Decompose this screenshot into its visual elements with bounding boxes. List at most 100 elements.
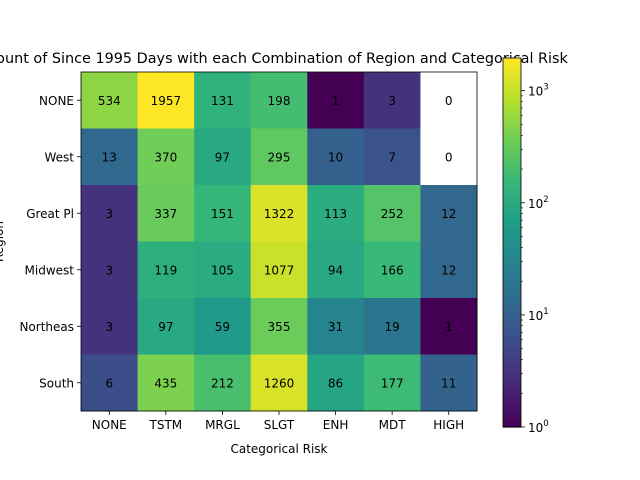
heatmap-cell [363,128,421,186]
colorbar-gradient-band [503,70,521,74]
colorbar-gradient-band [503,122,521,127]
colorbar-gradient-band [503,236,521,241]
colorbar-gradient-band [503,94,521,99]
colorbar-gradient-band [503,101,521,105]
colorbar-gradient-band [503,156,521,161]
colorbar-gradient-band [503,411,521,416]
y-tick-label: Midwest [25,263,75,277]
heatmap-cell [363,185,421,242]
colorbar-gradient-band [503,174,521,179]
cell-value-label: 534 [98,94,121,108]
colorbar-gradient-band [503,187,521,191]
colorbar-gradient-band [503,331,521,336]
colorbar-gradient-band [503,310,521,314]
colorbar-gradient-band [503,423,521,428]
colorbar-tick-label: 103 [528,83,549,99]
cell-value-label: 212 [211,376,234,390]
colorbar-gradient-band [503,125,521,130]
cell-value-label: 10 [328,150,343,164]
colorbar-tick-label: 102 [528,195,549,211]
cell-value-label: 198 [268,94,291,108]
heatmap-cell [307,185,365,242]
colorbar-gradient-band [503,285,521,290]
heatmap-cell [250,241,308,299]
x-axis: NONE TSTM MRGL SLGT ENH MDT HIGH [92,411,464,432]
cell-value-label: 13 [102,150,117,164]
colorbar-gradient-band [503,184,521,188]
colorbar-gradient-band [503,291,521,296]
heatmap-cell [250,72,308,129]
colorbar-gradient-band [503,227,521,231]
heatmap-cell [307,241,365,299]
colorbar-gradient-band [503,150,521,154]
colorbar-gradient-band [503,362,521,367]
colorbar-gradient-band [503,85,521,90]
colorbar-gradient-band [503,73,521,78]
colorbar-gradient-band [503,279,521,284]
colorbar-gradient-band [503,313,521,317]
heatmap-cell [137,72,195,129]
colorbar-gradient-band [503,368,521,373]
heatmap-cell [194,298,252,355]
heatmap-cell [194,72,252,129]
colorbar-gradient-band [503,147,521,151]
colorbar-gradient-band [503,168,521,173]
cell-value-label: 3 [105,320,113,334]
cell-value-label: 11 [441,376,456,390]
colorbar-gradient-band [503,205,521,210]
colorbar-gradient-band [503,79,521,84]
heatmap-cells [81,72,478,412]
colorbar-gradient-band [503,193,521,197]
y-tick-label: Northeas [19,320,74,334]
heatmap-cell [194,241,252,299]
colorbar-gradient-band [503,396,521,400]
colorbar-tick-label: 101 [528,307,549,323]
colorbar-gradient-band [503,343,521,348]
heatmap-cell [81,354,139,412]
colorbar-gradient-band [503,273,521,277]
heatmap-cell [81,72,139,129]
colorbar-gradient-band [503,353,521,357]
colorbar-gradient-band [503,325,521,330]
colorbar-gradient-band [503,137,521,142]
colorbar-gradient-band [503,408,521,413]
heatmap-cell [420,185,478,242]
colorbar-gradient-band [503,104,521,108]
colorbar-gradient-band [503,177,521,182]
heatmap-cell [250,185,308,242]
colorbar-gradient-band [503,399,521,403]
cell-value-label: 105 [211,263,234,277]
x-tick-label: SLGT [264,418,295,432]
x-tick-label: NONE [92,418,127,432]
heatmap-cell [363,298,421,355]
colorbar-gradient-band [503,67,521,71]
colorbar-gradient-band [503,239,521,244]
cell-value-label: 6 [105,376,113,390]
x-tick-label: TSTM [149,418,183,432]
heatmap-cell [363,241,421,299]
heatmap-cell [137,298,195,355]
colorbar-gradient-band [503,267,521,271]
heatmap-cell [81,185,139,242]
cell-value-label: 3 [388,94,396,108]
colorbar-gradient-band [503,61,521,65]
cell-value-label: 0 [445,150,453,164]
heatmap-cell [420,128,478,186]
colorbar-gradient-band [503,380,521,385]
heatmap-cell [137,241,195,299]
colorbar-gradient-band [503,328,521,333]
colorbar-gradient-band [503,91,521,96]
colorbar-gradient-band [503,260,521,265]
colorbar-gradient-band [503,420,521,425]
cell-value-label: 0 [445,94,453,108]
heatmap-cell [307,128,365,186]
colorbar-gradient-band [503,181,521,185]
cell-value-label: 119 [154,263,177,277]
colorbar-gradient-band [503,276,521,280]
cell-value-label: 12 [441,263,456,277]
cell-value-label: 94 [328,263,343,277]
heatmap-cell [307,298,365,355]
cell-value-label: 151 [211,207,234,221]
heatmap-cell [194,354,252,412]
